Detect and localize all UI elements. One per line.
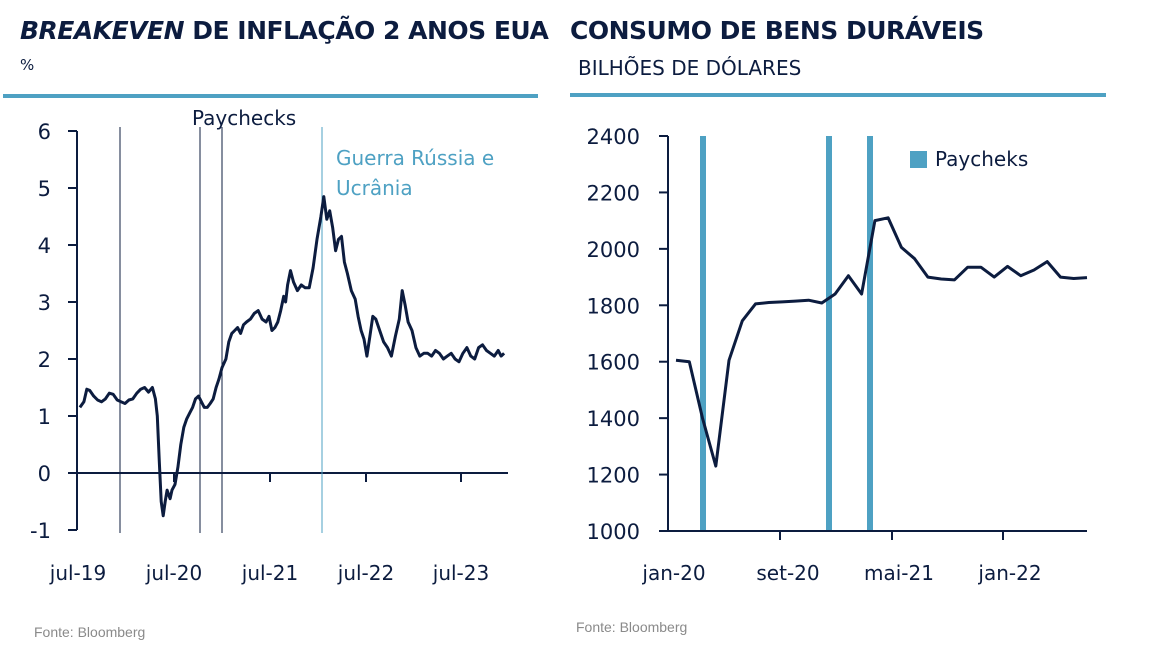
paycheck-bar (826, 136, 832, 531)
x-tick-label: jan-22 (977, 561, 1041, 585)
x-tick-label: jul-21 (241, 561, 298, 585)
left-chart-unit: % (20, 56, 35, 74)
y-tick-label: -1 (30, 519, 51, 543)
y-tick-label: 2200 (587, 181, 640, 205)
breakeven-series-line (78, 195, 506, 518)
right-chart-title: CONSUMO DE BENS DURÁVEIS (570, 16, 984, 45)
legend-swatch (910, 151, 927, 168)
legend-label: Paycheks (935, 147, 1028, 171)
left-header-rule (3, 94, 538, 98)
left-title-rest: DE INFLAÇÃO 2 ANOS EUA (184, 16, 549, 45)
x-tick-label: jul-22 (337, 561, 394, 585)
y-tick-label: 1 (38, 405, 51, 429)
x-tick-label: jul-19 (49, 561, 106, 585)
right-header-rule (570, 93, 1106, 97)
x-tick-label: jul-23 (432, 561, 489, 585)
right-source: Fonte: Bloomberg (576, 619, 688, 635)
y-tick-label: 1600 (587, 351, 640, 375)
y-tick-label: 1200 (587, 464, 640, 488)
left-source: Fonte: Bloomberg (34, 624, 146, 640)
war-annotation-line2: Ucrânia (336, 176, 413, 200)
y-tick-label: 1800 (587, 294, 640, 318)
breakeven-chart: 6 5 4 3 2 1 0 -1 jul-19 jul-20 jul-21 jul-22 jul-23 P… (30, 106, 508, 585)
y-tick-label: 3 (38, 291, 51, 315)
y-tick-label: 4 (38, 234, 51, 258)
x-tick-label: jan-20 (641, 561, 705, 585)
y-tick-label: 2400 (587, 125, 640, 149)
paychecks-annotation: Paychecks (192, 106, 296, 130)
x-tick-label: set-20 (756, 561, 819, 585)
paycheck-bar (867, 136, 873, 531)
x-tick-label: mai-21 (864, 561, 934, 585)
y-tick-label: 1400 (587, 407, 640, 431)
y-tick-label: 0 (38, 462, 51, 486)
y-tick-label: 5 (38, 177, 51, 201)
war-annotation-line1: Guerra Rússia e (336, 146, 494, 170)
y-tick-label: 2 (38, 348, 51, 372)
left-chart-title: BREAKEVEN DE INFLAÇÃO 2 ANOS EUA (20, 16, 549, 45)
y-tick-label: 2000 (587, 238, 640, 262)
y-tick-label: 1000 (587, 520, 640, 544)
durable-goods-series-line (675, 216, 1088, 468)
right-chart-subtitle: BILHÕES DE DÓLARES (578, 56, 802, 80)
y-tick-label: 6 (38, 120, 51, 144)
paycheck-bar (700, 136, 706, 531)
x-tick-label: jul-20 (145, 561, 202, 585)
left-title-italic: BREAKEVEN (20, 16, 185, 45)
